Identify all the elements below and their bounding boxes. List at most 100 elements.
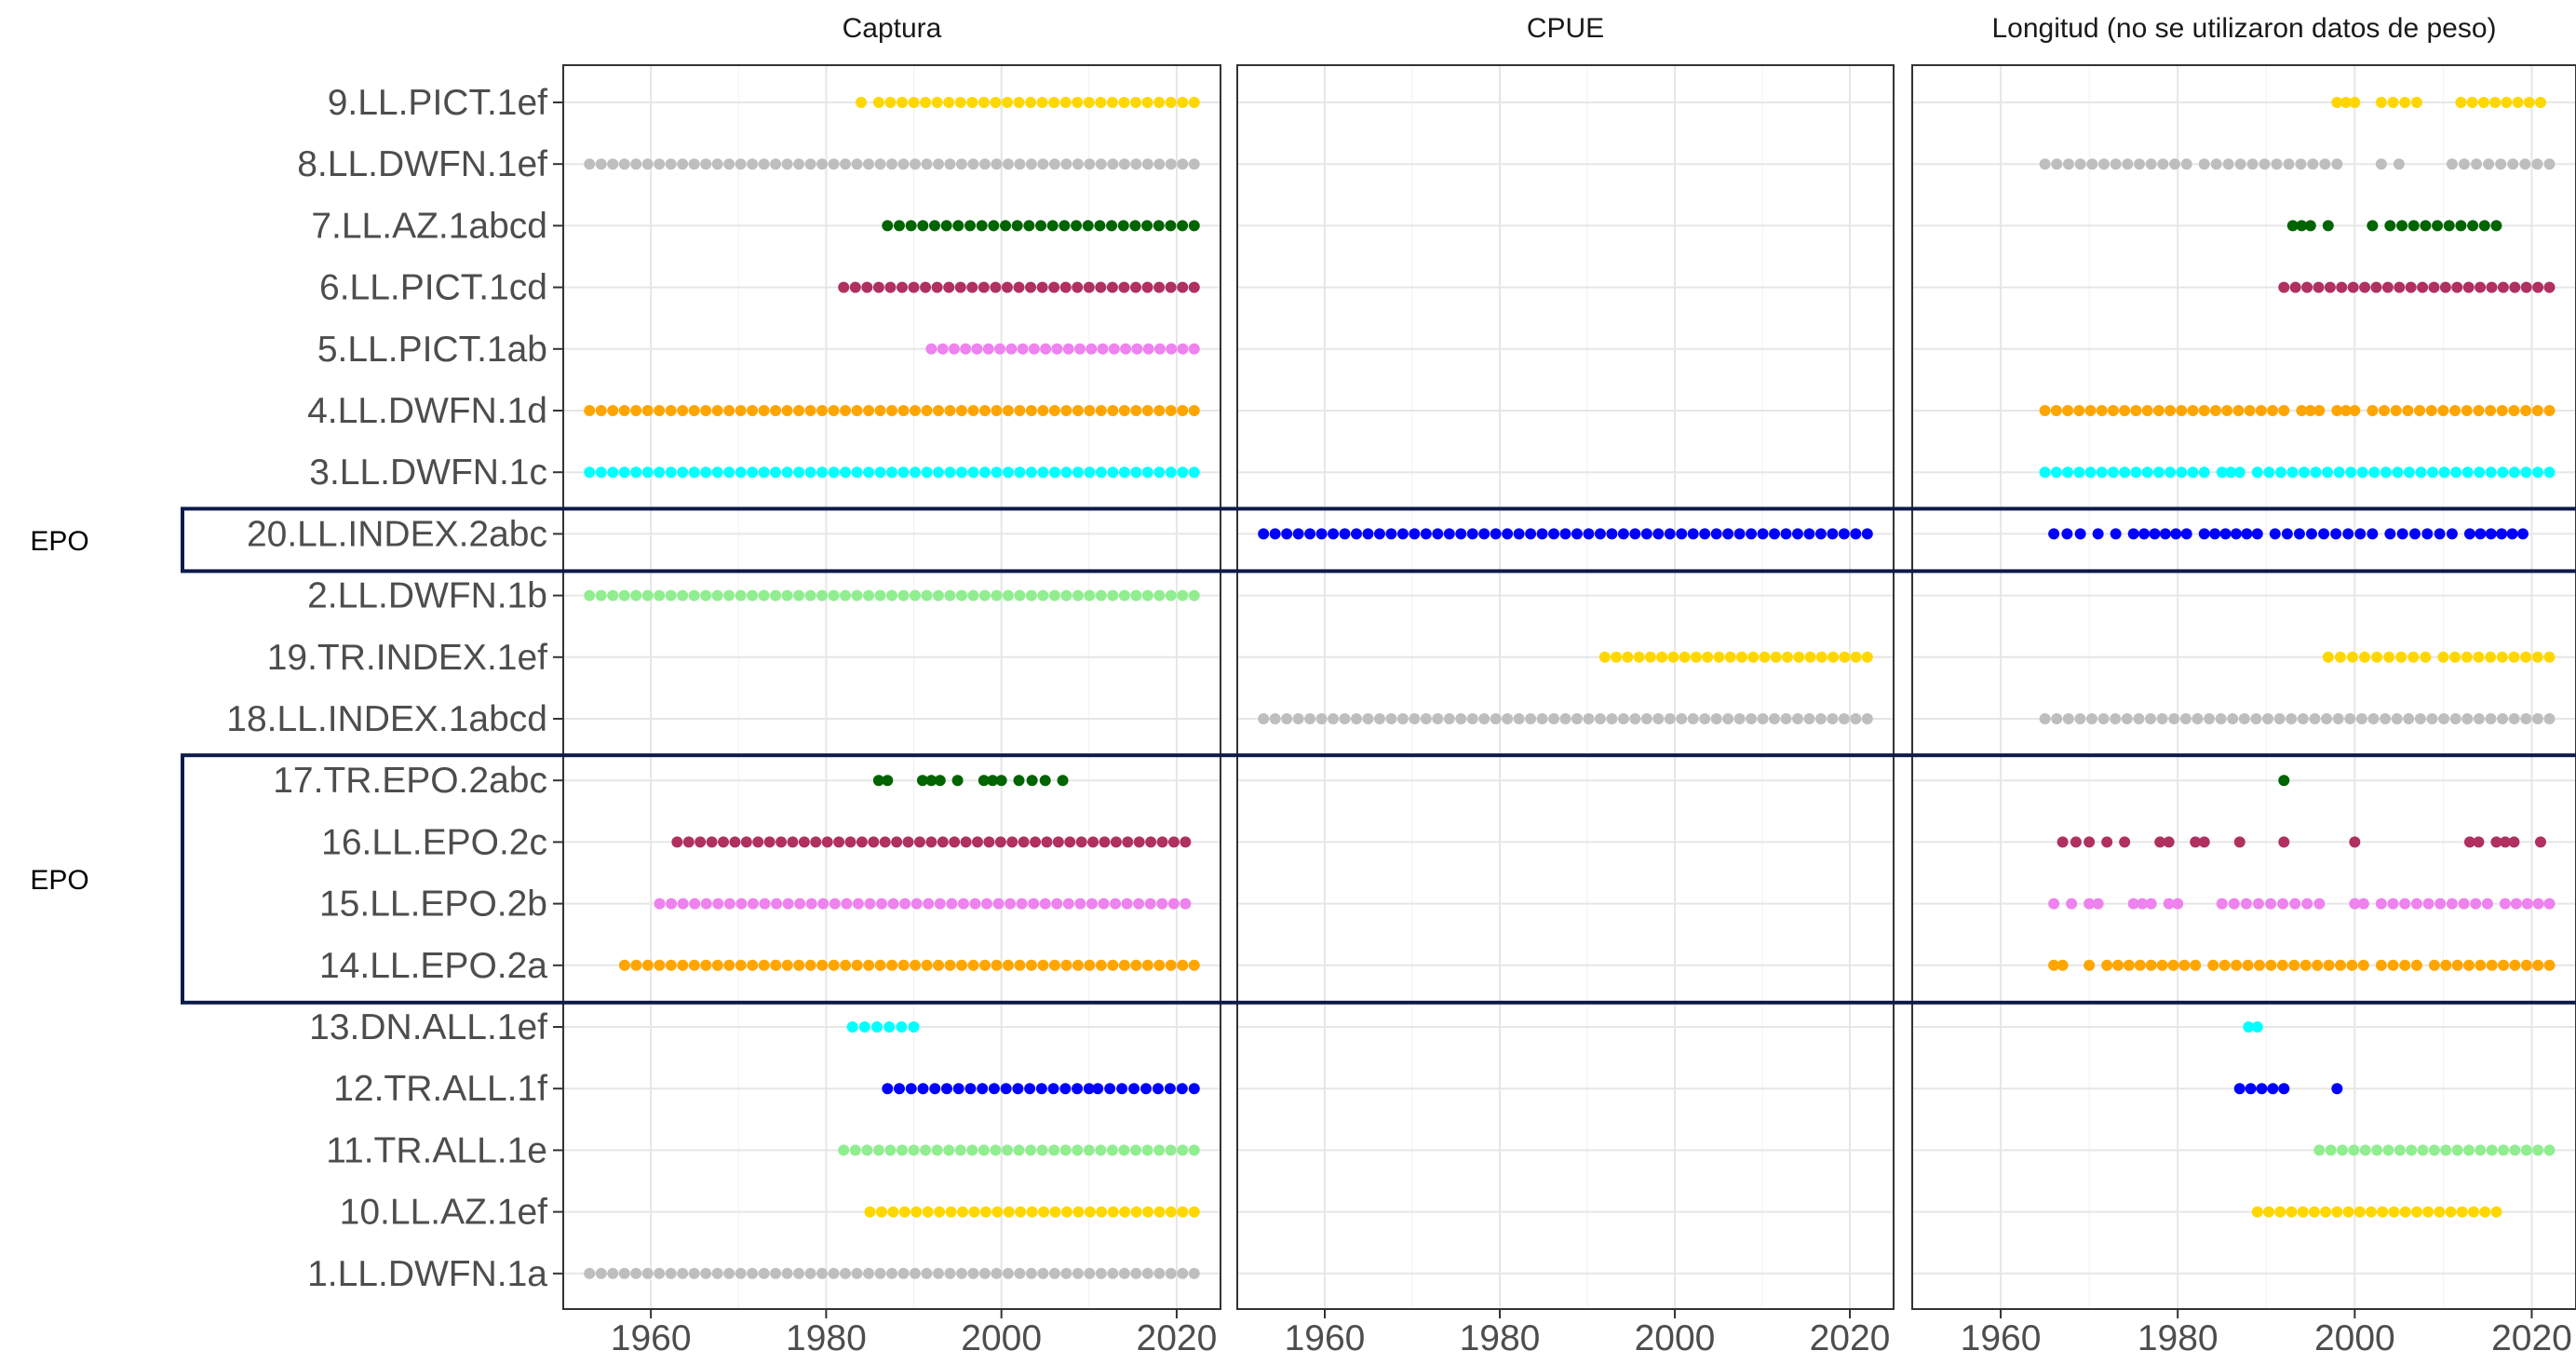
data-point [2274, 466, 2286, 479]
data-point [841, 898, 853, 910]
data-point [2062, 405, 2074, 416]
data-point [1130, 959, 1142, 971]
row-label: 17.TR.EPO.2abc [273, 761, 547, 801]
data-point [1082, 220, 1094, 232]
data-point [1780, 528, 1792, 540]
data-point [978, 97, 990, 108]
data-point [1292, 713, 1304, 724]
data-point [1107, 1267, 1119, 1279]
data-point [1087, 836, 1099, 848]
data-point [2393, 158, 2405, 170]
data-point [864, 1206, 876, 1218]
data-point [1188, 1144, 1200, 1156]
data-point [955, 405, 967, 416]
data-point [770, 158, 782, 170]
data-point [2167, 959, 2179, 971]
data-point [990, 281, 1002, 293]
data-point [917, 1083, 929, 1095]
data-point [2346, 651, 2358, 663]
data-point [1702, 651, 1714, 663]
data-point [893, 220, 905, 232]
data-point [1130, 158, 1142, 170]
data-point [1629, 528, 1641, 540]
data-point [933, 959, 945, 971]
data-point [1072, 158, 1084, 170]
data-point [2506, 528, 2518, 540]
data-point [2039, 466, 2051, 479]
data-point [1153, 1206, 1166, 1218]
row-label: 14.LL.EPO.2a [319, 946, 547, 986]
data-point [2243, 1021, 2255, 1033]
data-point [2267, 405, 2279, 416]
data-point [1814, 528, 1827, 540]
data-point [886, 959, 898, 971]
data-point [2426, 713, 2438, 724]
data-point [1583, 713, 1595, 724]
data-point [1016, 898, 1028, 910]
data-point [1059, 281, 1072, 293]
data-point [948, 343, 960, 355]
data-point [2251, 466, 2263, 479]
row-label: 4.LL.DWFN.1d [307, 391, 547, 431]
data-point [2141, 405, 2153, 416]
data-point [2096, 466, 2108, 479]
data-point [995, 775, 1007, 787]
data-point [1815, 651, 1827, 663]
data-point [1014, 589, 1026, 601]
data-point [861, 1144, 873, 1156]
row-label: 7.LL.AZ.1abcd [311, 206, 547, 246]
data-point [2178, 959, 2191, 971]
data-point [2074, 713, 2086, 724]
data-point [682, 836, 695, 848]
data-point [2048, 898, 2060, 910]
data-point [932, 158, 944, 170]
data-point [1049, 1206, 1061, 1218]
data-point [921, 589, 933, 601]
data-point [1827, 651, 1840, 663]
data-point [2301, 281, 2313, 293]
data-point [2425, 405, 2437, 416]
data-point [2319, 158, 2331, 170]
data-point [804, 405, 816, 416]
data-point [2516, 528, 2529, 540]
data-point [1116, 1083, 1128, 1095]
data-point [747, 158, 759, 170]
data-point [2489, 97, 2502, 108]
data-point [2073, 466, 2085, 479]
data-point [1165, 405, 1177, 416]
data-point [1176, 1083, 1188, 1095]
points-layer [584, 97, 2556, 1279]
data-point [932, 466, 944, 479]
data-point [2414, 713, 2426, 724]
data-point [2490, 1206, 2502, 1218]
data-point [1118, 405, 1130, 416]
data-point [1106, 1144, 1118, 1156]
data-point [1164, 1083, 1176, 1095]
data-point [932, 1267, 944, 1279]
data-point [781, 959, 793, 971]
data-point [1013, 1144, 1025, 1156]
data-point [2198, 466, 2210, 479]
data-point [711, 959, 723, 971]
data-point [1005, 343, 1018, 355]
data-point [2543, 281, 2556, 293]
data-point [1141, 959, 1153, 971]
data-point [1617, 713, 1629, 724]
data-point [2437, 651, 2449, 663]
data-point [1362, 713, 1374, 724]
data-point [1002, 1267, 1014, 1279]
data-point [1850, 528, 1862, 540]
data-point [2242, 959, 2254, 971]
data-point [1072, 1206, 1085, 1218]
data-point [781, 158, 793, 170]
data-point [1177, 466, 1189, 479]
data-point [2471, 158, 2483, 170]
data-point [1083, 281, 1095, 293]
data-point [607, 405, 619, 416]
data-point [584, 158, 596, 170]
data-point [641, 589, 654, 601]
data-point [1037, 1267, 1049, 1279]
data-point [2496, 651, 2508, 663]
data-point [2467, 1206, 2479, 1218]
data-point [654, 466, 666, 479]
